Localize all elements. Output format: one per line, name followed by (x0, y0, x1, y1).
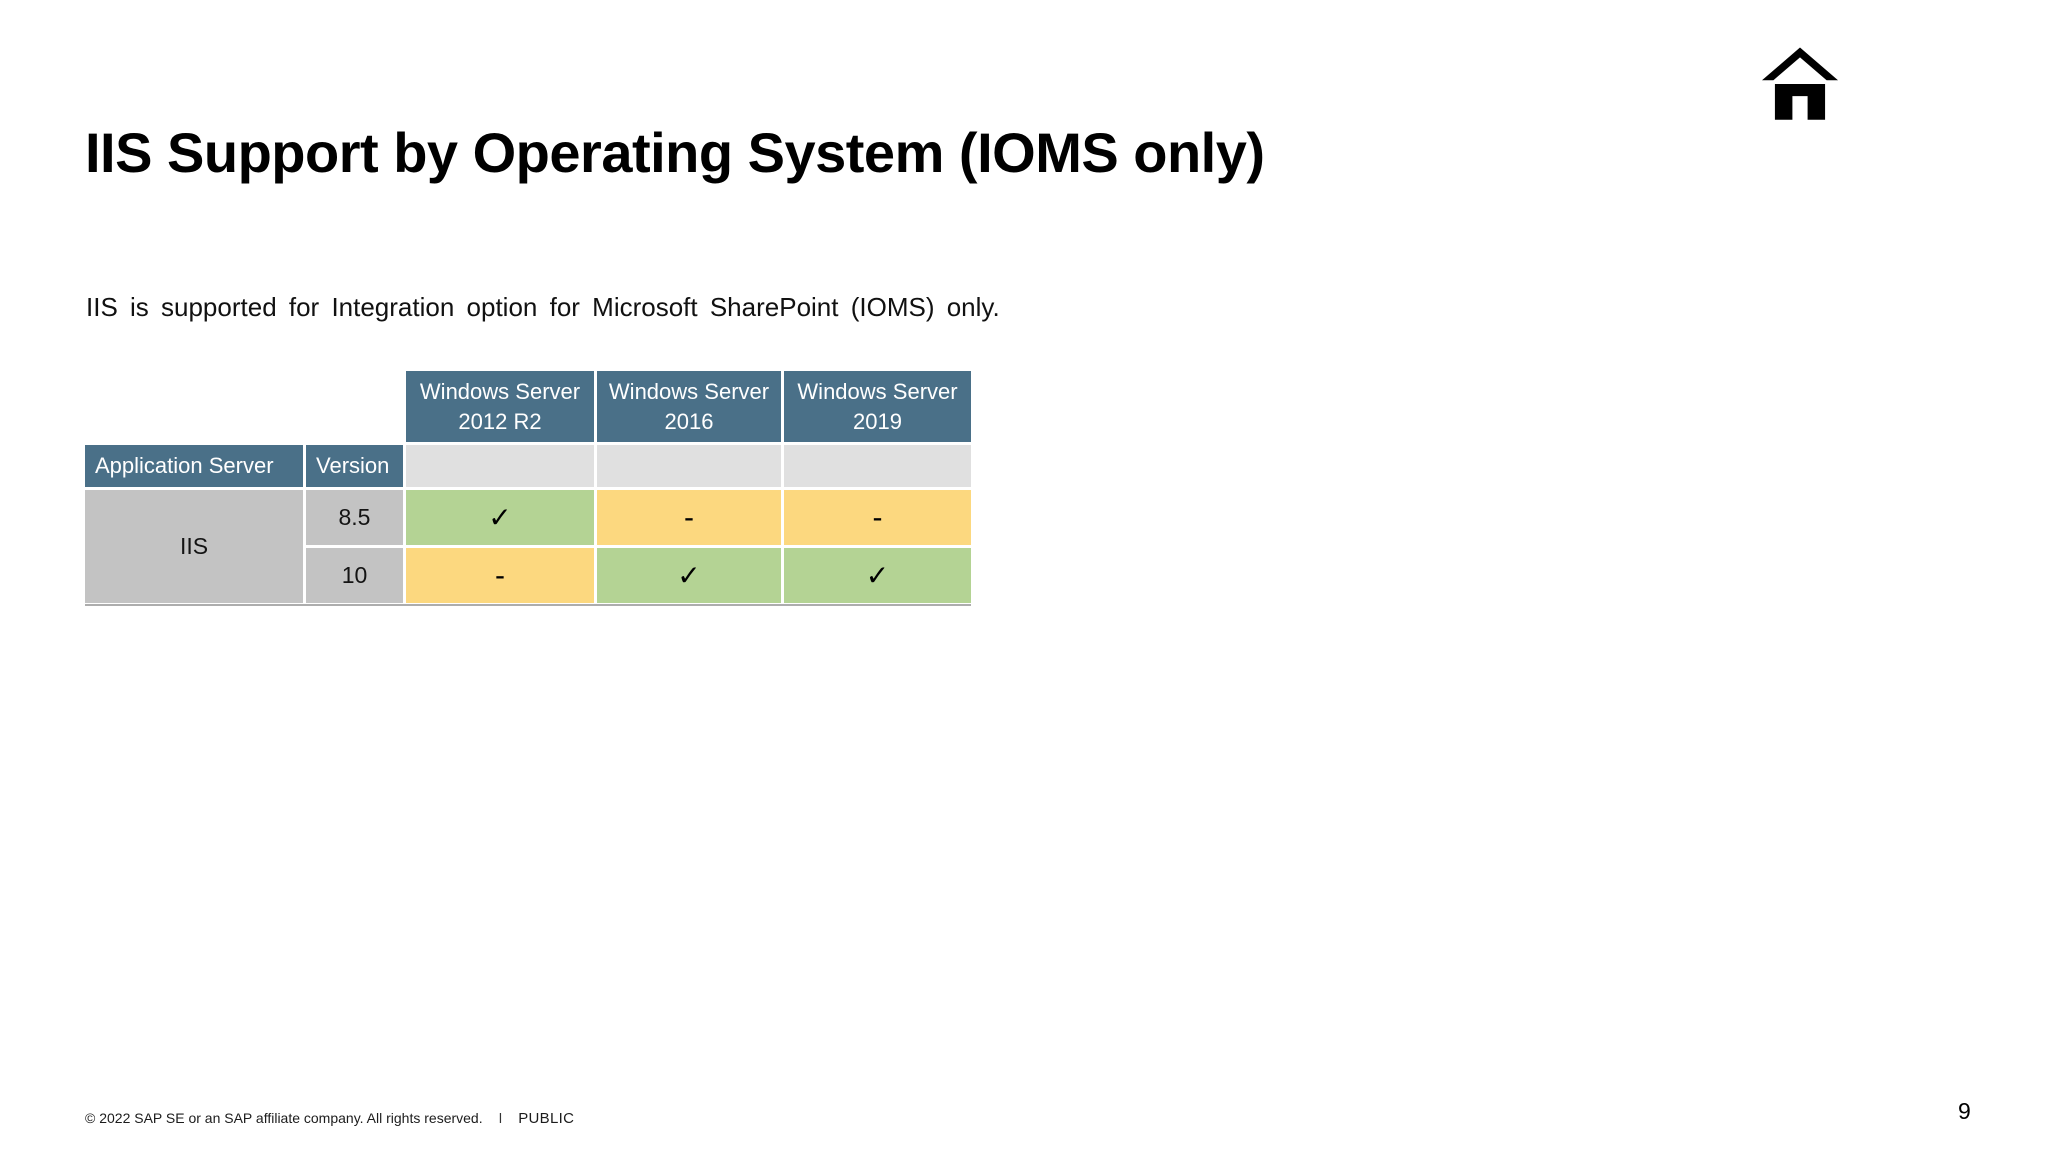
subheader-spacer-cell (597, 445, 781, 487)
support-cell-ws2019: - (784, 490, 971, 545)
page-title: IIS Support by Operating System (IOMS on… (85, 120, 1265, 184)
support-cell-ws2016: - (597, 490, 781, 545)
intro-text: IIS is supported for Integration option … (86, 292, 1000, 322)
classification-label: PUBLIC (518, 1110, 575, 1127)
subheader-spacer-cell (784, 445, 971, 487)
home-icon (1762, 46, 1838, 122)
version-cell: 8.5 (306, 490, 403, 545)
blank-cell (306, 371, 403, 442)
os-header-ws2019: Windows Server 2019 (784, 371, 971, 442)
page-number: 9 (1958, 1098, 1971, 1124)
footer-separator: ǀ (498, 1110, 503, 1126)
support-cell-ws2019: ✓ (784, 548, 971, 603)
version-cell: 10 (306, 548, 403, 603)
table-row-iis-10: 10 - ✓ ✓ (85, 548, 971, 603)
blank-cell (85, 371, 303, 442)
home-button[interactable] (1762, 46, 1838, 122)
table-row-iis-8-5: IIS 8.5 ✓ - - (85, 490, 971, 603)
support-matrix: Windows Server 2012 R2 Windows Server 20… (82, 368, 974, 606)
copyright-text: © 2022 SAP SE or an SAP affiliate compan… (85, 1110, 483, 1126)
support-table: Windows Server 2012 R2 Windows Server 20… (82, 368, 974, 606)
footer: © 2022 SAP SE or an SAP affiliate compan… (85, 1110, 574, 1127)
version-header: Version (306, 445, 403, 487)
os-header-ws2012r2: Windows Server 2012 R2 (406, 371, 594, 442)
application-server-cell: IIS (85, 490, 303, 603)
os-header-row: Windows Server 2012 R2 Windows Server 20… (85, 371, 971, 442)
support-cell-ws2012r2: - (406, 548, 594, 603)
os-header-ws2016: Windows Server 2016 (597, 371, 781, 442)
application-server-header: Application Server (85, 445, 303, 487)
support-cell-ws2012r2: ✓ (406, 490, 594, 545)
table-bottom-border (85, 604, 971, 606)
subheader-spacer-cell (406, 445, 594, 487)
subheader-row: Application Server Version (85, 445, 971, 487)
support-cell-ws2016: ✓ (597, 548, 781, 603)
